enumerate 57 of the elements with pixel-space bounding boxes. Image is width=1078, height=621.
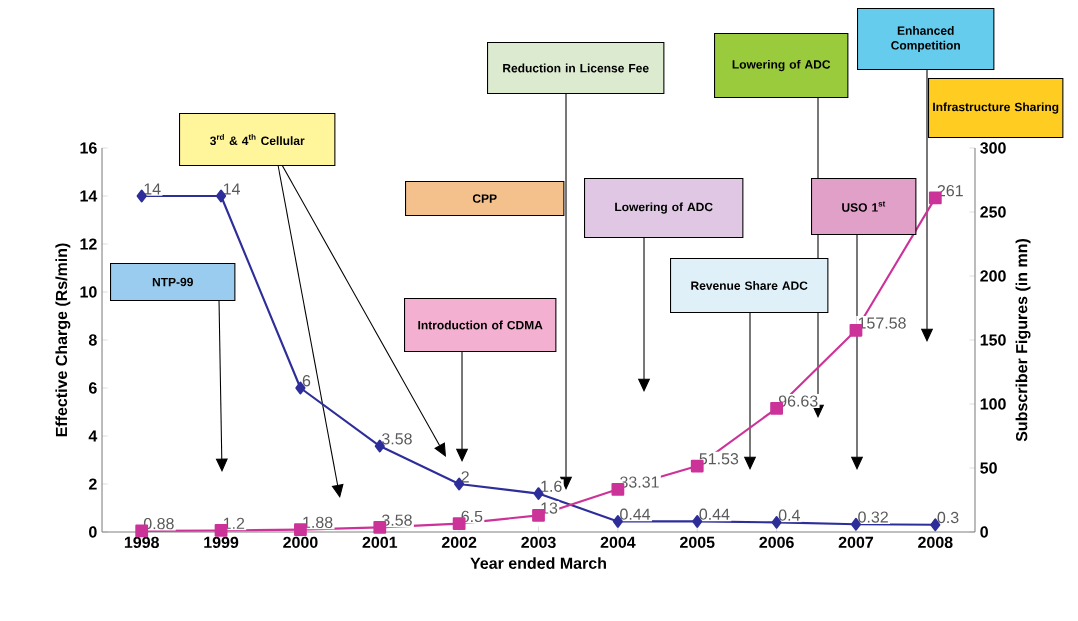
data-label: 0.32: [858, 511, 888, 523]
x-tick-label: 1999: [204, 536, 239, 549]
annotation: Lowering of ADC: [615, 202, 713, 214]
data-label: 51.53: [699, 453, 739, 465]
data-label: 1.88: [303, 516, 333, 528]
y-tick-label: 16: [80, 142, 97, 154]
annotation: NTP-99: [152, 277, 193, 287]
text: Infrastructure Sharing: [933, 102, 1059, 114]
y2-tick-label: 200: [980, 270, 1006, 282]
x-tick-label: 1998: [124, 536, 159, 549]
data-label: 0.4: [778, 509, 800, 521]
annotation: USO 1$^{st}$: [842, 201, 886, 212]
y2-tick-label: 150: [980, 334, 1006, 346]
y-tick-label: 8: [88, 334, 97, 346]
y2-tick-label: 100: [980, 398, 1006, 410]
x-tick-label: 2003: [521, 536, 556, 549]
data-label: 0.44: [699, 508, 730, 520]
x-axis-title: Year ended March: [470, 557, 606, 569]
y-tick-label: 4: [88, 430, 98, 442]
y-tick-label: 14: [80, 190, 98, 202]
x-tick-label: 2006: [759, 536, 794, 549]
text: Reduction in License Fee: [503, 63, 649, 73]
x-tick-label: 2000: [283, 536, 318, 549]
y-tick-label: 0: [89, 526, 97, 538]
y2-tick-label: 0: [980, 526, 988, 538]
text: Enhanced Competition: [891, 26, 960, 52]
y2-tick-label: 50: [980, 462, 997, 474]
x-tick-label: 2001: [362, 536, 398, 549]
y2-tick-label: 300: [980, 142, 1006, 154]
y-tick-label: 2: [88, 478, 97, 490]
y2-axis-title: Subscriber Figures (in mn): [1015, 238, 1031, 442]
data-label: 2: [461, 471, 469, 483]
annotation: Revenue Share ADC: [691, 281, 808, 290]
x-tick-label: 2007: [838, 536, 874, 549]
y-tick-label: 10: [80, 286, 97, 298]
data-label: 1.6: [541, 480, 562, 492]
data-label: 0.3: [937, 511, 959, 524]
text: 3$^{rd}$ & 4$^{th}$ Cellular: [210, 133, 305, 146]
y-tick-label: 12: [80, 238, 97, 250]
y-tick-label: 6: [88, 382, 97, 394]
y-axis-title: Effective Charge (Rs/min): [55, 243, 71, 437]
x-tick-label: 2005: [680, 536, 715, 549]
data-label: 0.44: [620, 508, 651, 520]
data-label: 6: [302, 375, 311, 387]
data-label: 96.63: [778, 395, 818, 407]
annotation: CPP: [472, 194, 497, 203]
y2-tick-label: 250: [980, 206, 1006, 218]
x-tick-label: 2002: [441, 536, 477, 549]
x-tick-label: 2004: [600, 536, 636, 549]
data-label: 14: [223, 183, 240, 195]
text: Lowering of ADC: [732, 59, 831, 72]
data-label: 3.58: [381, 433, 412, 445]
x-tick-label: 2008: [918, 536, 953, 549]
data-label: 157.58: [858, 317, 906, 329]
point: [136, 189, 147, 203]
annotation: Introduction of CDMA: [418, 320, 543, 330]
data-label: 14: [144, 183, 161, 195]
